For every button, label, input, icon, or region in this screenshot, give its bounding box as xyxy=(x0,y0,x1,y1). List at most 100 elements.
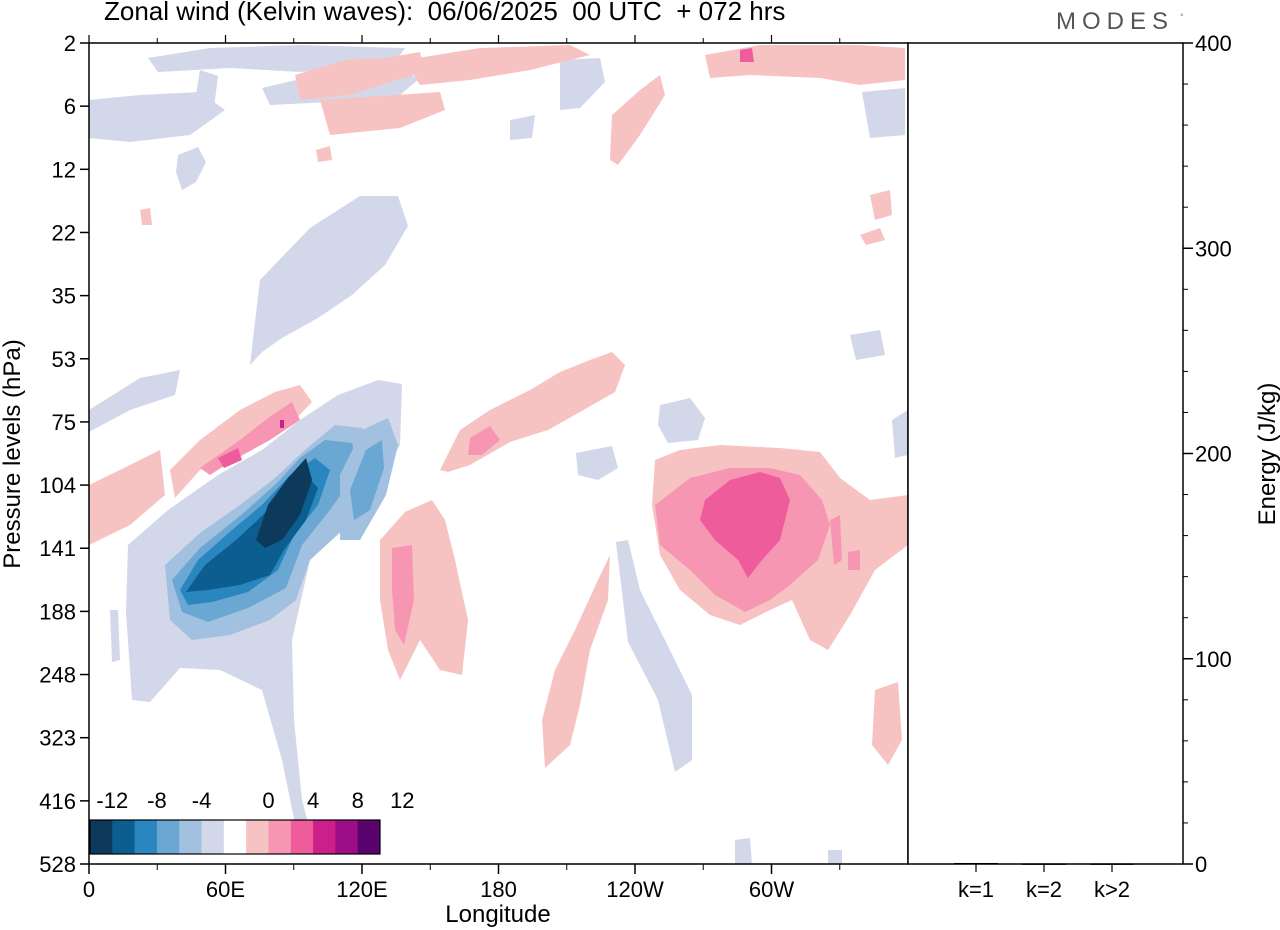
contour-region xyxy=(392,545,414,645)
y-tick-label: 22 xyxy=(52,220,76,245)
contour-region xyxy=(576,446,618,480)
contour-region xyxy=(468,426,500,455)
y-tick-label: 323 xyxy=(39,726,76,751)
colorbar-legend: -12 -8 -4 0 4 8 12 xyxy=(89,788,415,855)
colorbar-label: -12 xyxy=(96,788,128,813)
contour-region xyxy=(196,70,218,118)
chart-title: Zonal wind (Kelvin waves): 06/06/2025 00… xyxy=(104,0,786,26)
energy-bars: k=1 k=2 k>2 xyxy=(954,862,1134,902)
colorbar-cell xyxy=(112,820,136,854)
contour-region xyxy=(316,146,332,162)
contour-region xyxy=(295,52,425,100)
colorbar-cell xyxy=(134,820,158,854)
y-tick-label: 248 xyxy=(39,663,76,688)
contour-region xyxy=(140,208,152,225)
contour-region xyxy=(860,228,885,245)
y-tick-label: 2 xyxy=(64,31,76,56)
y-tick-label: 188 xyxy=(39,599,76,624)
colorbar-label: 0 xyxy=(262,788,274,813)
colorbar-label: -8 xyxy=(147,788,167,813)
contour-region xyxy=(705,45,905,85)
contour-region xyxy=(89,450,165,545)
colorbar-cell xyxy=(268,820,292,854)
y-tick-label: 6 xyxy=(64,94,76,119)
brand-logo: MODES xyxy=(1056,8,1175,35)
y-tick-label: 75 xyxy=(52,410,76,435)
colorbar-label: -4 xyxy=(192,788,212,813)
x-tick-label: 180 xyxy=(480,877,517,902)
contour-region xyxy=(616,540,692,772)
y-axis: 2 6 12 22 35 53 75 104 141 188 248 323 416 528 xyxy=(39,31,89,877)
contour-region xyxy=(280,420,284,428)
colorbar-cell xyxy=(179,820,203,854)
energy-axis-label: Energy (J/kg) xyxy=(1254,383,1280,526)
contour-region xyxy=(218,448,242,468)
colorbar-cell xyxy=(313,820,336,854)
x-tick-label: 0 xyxy=(83,877,95,902)
contour-region xyxy=(610,75,665,165)
contour-region xyxy=(700,472,790,578)
colorbar-cell xyxy=(90,820,113,854)
energy-panel: k=1 k=2 k>2 0 100 200 300 400 Energy (J/kg) xyxy=(907,31,1280,902)
colorbar-cell xyxy=(335,820,359,854)
contour-region xyxy=(89,370,180,432)
contour-region xyxy=(740,48,754,62)
x-tick-label: 120E xyxy=(336,877,387,902)
y-tick-label: 12 xyxy=(52,157,76,182)
y-tick-label: 35 xyxy=(52,284,76,309)
colorbar-cell xyxy=(223,820,247,854)
contour-region xyxy=(892,410,908,458)
x-tick-label: 60W xyxy=(749,877,794,902)
brand-registered-mark: ° xyxy=(1180,12,1184,22)
energy-tick-label: 100 xyxy=(1195,647,1232,672)
x-axis-label: Longitude xyxy=(445,901,550,928)
contour-region xyxy=(350,440,384,520)
y-tick-label: 104 xyxy=(39,473,76,498)
colorbar-frame xyxy=(89,819,381,855)
contour-region xyxy=(110,610,120,662)
contour-region xyxy=(828,850,842,864)
contour-region xyxy=(405,45,590,85)
colorbar-cell xyxy=(246,820,269,854)
contour-region xyxy=(250,196,408,365)
contour-fills xyxy=(89,45,908,864)
contour-region xyxy=(320,92,445,135)
colorbar-label: 12 xyxy=(390,788,414,813)
energy-frame xyxy=(907,42,1184,865)
contour-region xyxy=(830,515,842,565)
contour-region xyxy=(560,58,605,110)
colorbar-cell xyxy=(156,820,180,854)
contour-region xyxy=(848,550,860,570)
heatmap-panel: 0 60E 120E 180 120W 60W 2 6 12 22 35 53 75 104 141 188… xyxy=(0,31,909,928)
energy-bar xyxy=(954,862,998,865)
energy-tick-label: 200 xyxy=(1195,442,1232,467)
contour-region xyxy=(256,458,312,548)
contour-region xyxy=(176,147,206,190)
colorbar-label: 4 xyxy=(307,788,319,813)
contour-region xyxy=(658,398,705,443)
energy-tick-label: 0 xyxy=(1195,852,1207,877)
y-tick-label: 528 xyxy=(39,852,76,877)
y-tick-label: 416 xyxy=(39,789,76,814)
contour-region xyxy=(542,555,610,768)
contour-region xyxy=(850,330,885,360)
x-axis: 0 60E 120E 180 120W 60W xyxy=(83,35,841,902)
contour-region xyxy=(735,838,752,864)
contour-region xyxy=(872,682,902,765)
energy-category-label: k=1 xyxy=(958,877,994,902)
y-tick-label: 141 xyxy=(39,536,76,561)
colorbar-cell xyxy=(201,820,225,854)
energy-tick-label: 400 xyxy=(1195,31,1232,56)
y-tick-label: 53 xyxy=(52,347,76,372)
colorbar-cell xyxy=(290,820,314,854)
contour-region xyxy=(862,88,905,138)
energy-tick-label: 300 xyxy=(1195,236,1232,261)
contour-region xyxy=(89,92,225,142)
contour-region xyxy=(510,115,535,140)
x-tick-label: 120W xyxy=(606,877,664,902)
energy-category-label: k>2 xyxy=(1094,877,1130,902)
y-axis-label: Pressure levels (hPa) xyxy=(0,339,26,568)
x-tick-label: 60E xyxy=(206,877,245,902)
colorbar-label: 8 xyxy=(352,788,364,813)
